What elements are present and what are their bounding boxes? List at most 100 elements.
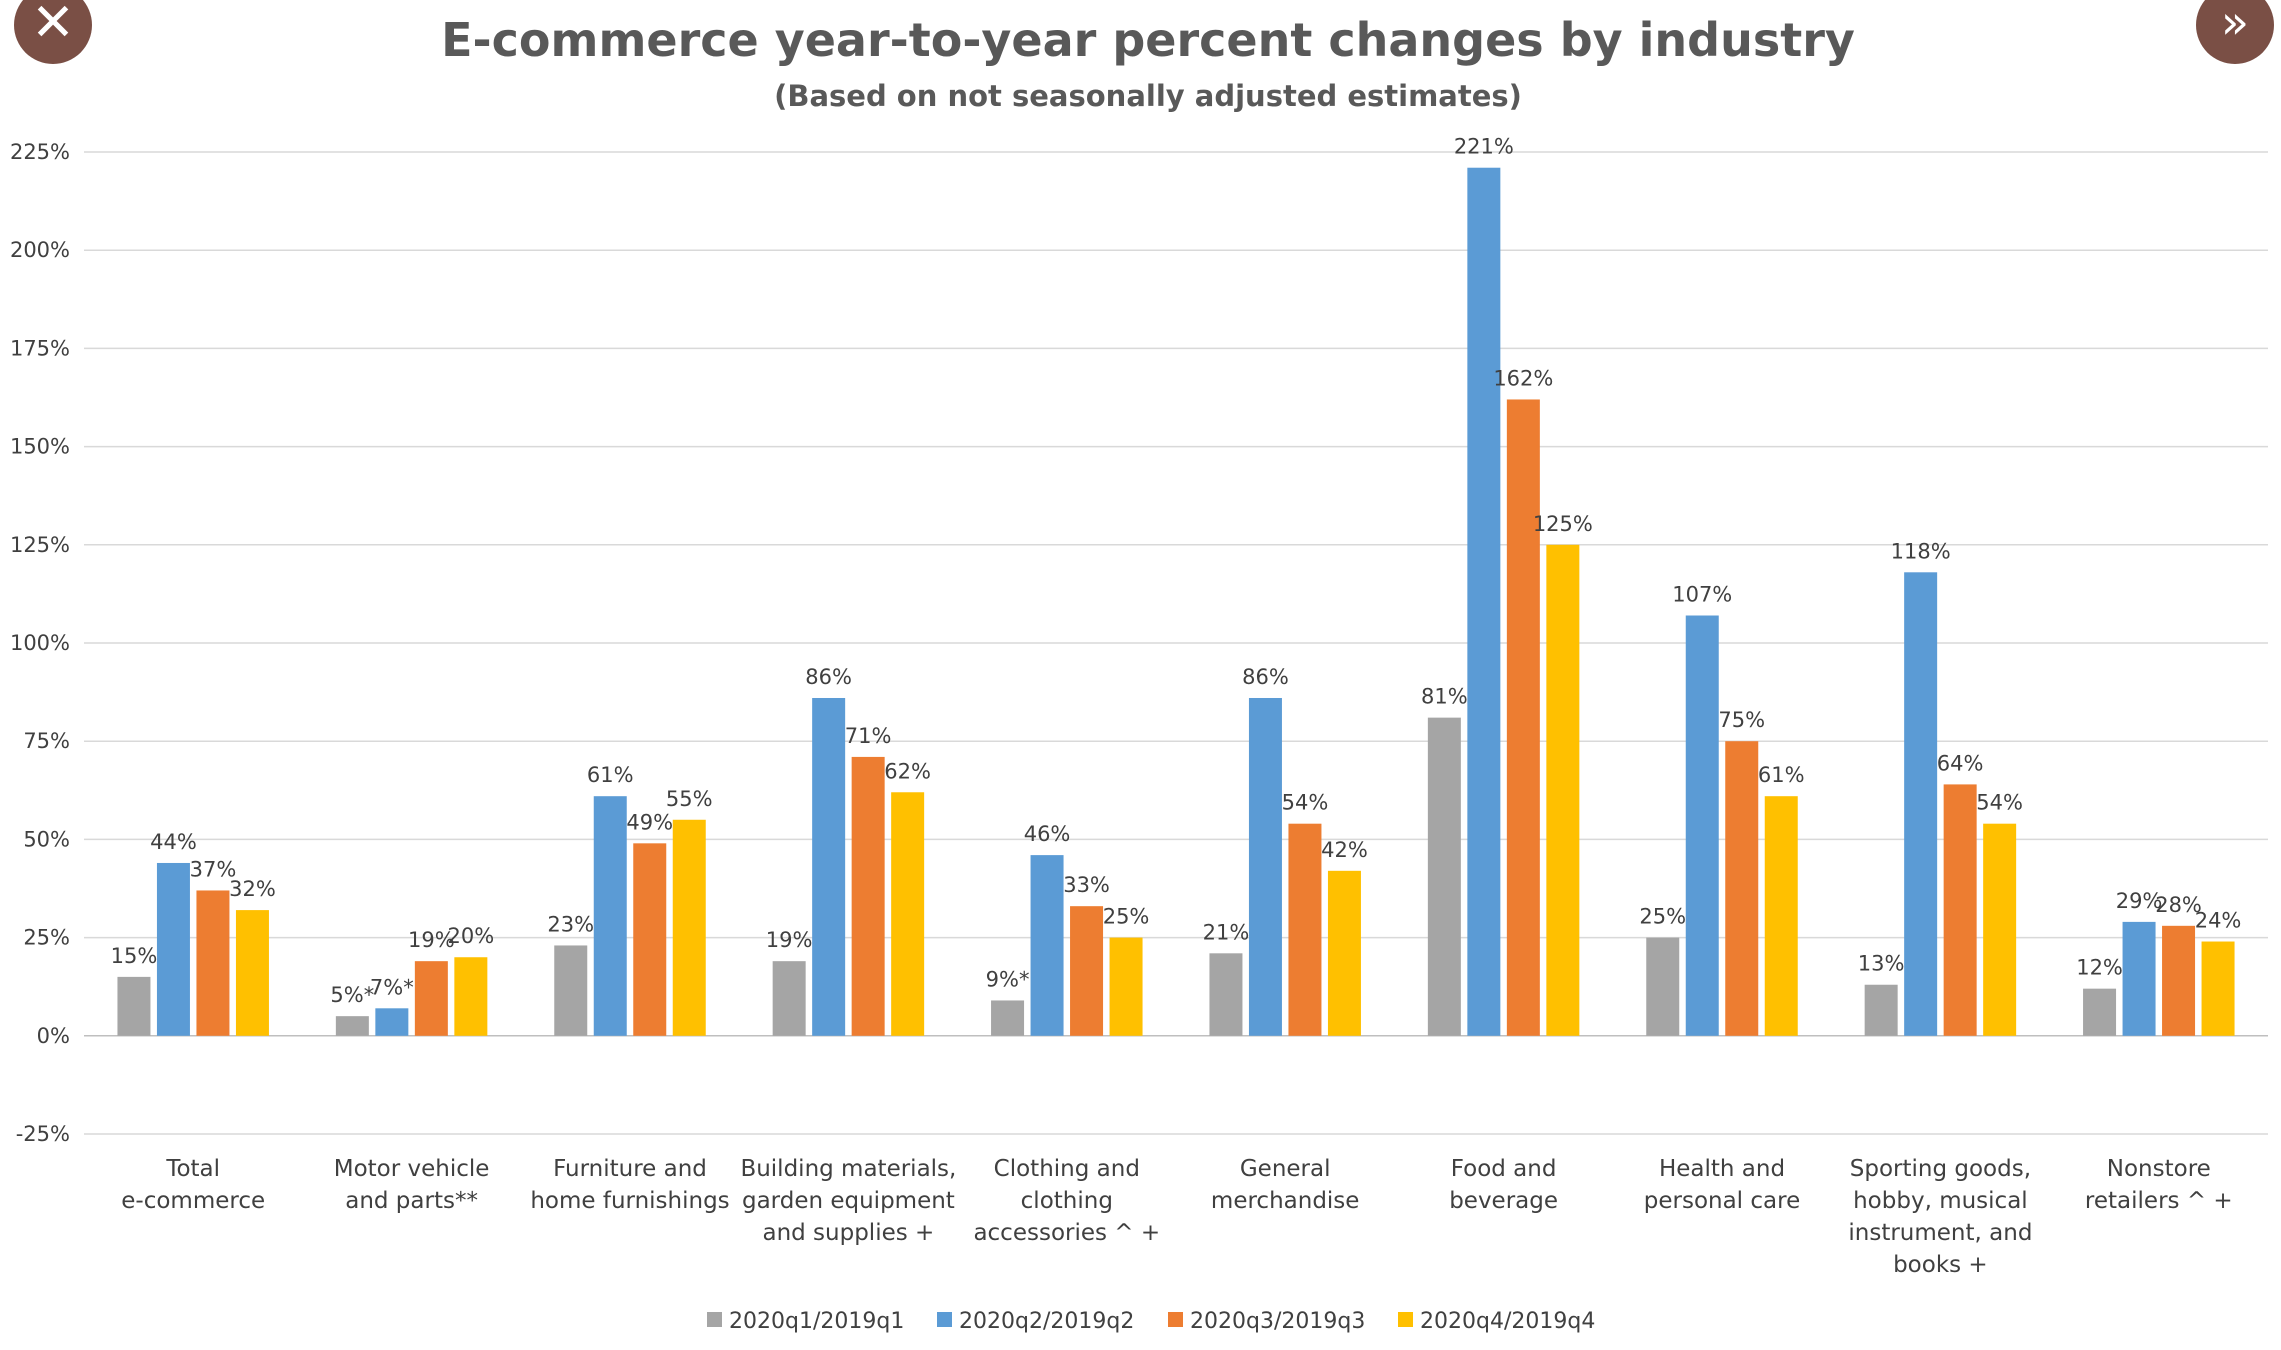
data-label: 107% [1672,583,1732,607]
bar [1983,823,2017,1036]
data-label: 33% [1063,873,1110,897]
y-tick-label: 150% [10,435,70,459]
bar [235,910,269,1036]
bar [1864,984,1898,1036]
legend-swatch [937,1312,952,1327]
bar [414,961,448,1036]
bar [672,819,706,1036]
chart-title: E-commerce year-to-year percent changes … [441,13,1855,67]
bar [156,862,190,1036]
y-tick-label: -25% [16,1122,70,1146]
y-tick-label: 125% [10,533,70,557]
data-label: 64% [1937,751,1984,775]
x-tick-label: Sporting goods, [1850,1156,2031,1182]
bar [1209,953,1243,1036]
x-tick-label: clothing [1021,1188,1113,1214]
data-label: 7%* [370,975,414,999]
bar [1506,399,1540,1036]
bar [1109,937,1143,1036]
x-tick-label: General [1240,1156,1331,1182]
data-label: 5%* [330,983,374,1007]
bar [2122,921,2156,1036]
gridlines [84,151,2268,1135]
legend-label: 2020q1/2019q1 [729,1309,904,1334]
bar [2201,941,2235,1036]
bar [117,976,151,1036]
data-label: 86% [805,665,852,689]
x-tick-label: Total [165,1156,220,1182]
x-tick-label: Nonstore [2107,1156,2211,1182]
x-tick-label: Motor vehicle [334,1156,490,1182]
bar [2083,988,2117,1036]
x-tick-label: home furnishings [530,1188,729,1214]
y-tick-label: 75% [23,729,70,753]
close-icon: ✕ [31,0,75,53]
data-label: 81% [1421,685,1468,709]
data-label: 20% [448,924,495,948]
y-tick-label: 225% [10,140,70,164]
bar [1943,784,1977,1036]
bar [851,756,885,1036]
x-tick-label: and parts** [345,1188,478,1214]
data-label: 21% [1203,920,1250,944]
x-tick-label: Furniture and [553,1156,707,1182]
x-tick-label: garden equipment [742,1188,955,1214]
bar [1685,615,1719,1036]
data-label: 42% [1321,838,1368,862]
legend-swatch [1168,1312,1183,1327]
legend-swatch [707,1312,722,1327]
legend-label: 2020q4/2019q4 [1420,1309,1595,1334]
x-tick-label: books + [1893,1252,1988,1278]
data-label: 13% [1858,952,1905,976]
data-label: 86% [1242,665,1289,689]
data-label: 49% [626,810,673,834]
bar [2162,925,2196,1036]
data-label: 75% [1718,708,1765,732]
bar [1427,717,1461,1036]
chart-subtitle: (Based on not seasonally adjusted estima… [774,79,1522,113]
bar [991,1000,1025,1036]
y-tick-label: 100% [10,631,70,655]
data-label: 44% [150,830,197,854]
bar [1288,823,1322,1036]
data-label: 32% [229,877,276,901]
data-label: 54% [1976,791,2023,815]
close-button[interactable]: ✕ [14,0,92,64]
data-label: 61% [1758,763,1805,787]
data-label: 46% [1024,822,1071,846]
data-label: 24% [2195,909,2242,933]
bar [593,796,627,1036]
data-label: 55% [666,787,713,811]
x-axis-labels: Total e-commerce Motor vehicle and parts** F… [121,1156,2232,1278]
x-tick-label: Building materials, [740,1156,956,1182]
bar [335,1016,369,1036]
bar [1467,167,1501,1036]
y-axis-ticks: 225% 200% 175% 150% 125% 100% 75% 50% 25% 0% -25% [10,140,70,1146]
bar [1030,855,1064,1036]
y-tick-label: 25% [23,926,70,950]
legend-swatch [1398,1312,1413,1327]
double-chevron-right-icon: » [2220,0,2250,49]
data-label: 23% [547,912,594,936]
data-label: 12% [2076,956,2123,980]
data-label: 19% [766,928,813,952]
x-tick-label: retailers ^ + [2085,1188,2233,1214]
x-tick-label: Health and [1659,1156,1785,1182]
bar [1327,870,1361,1036]
x-tick-label: accessories ^ + [973,1220,1160,1246]
data-label: 118% [1891,539,1951,563]
x-tick-label: merchandise [1211,1188,1360,1214]
bar [812,697,846,1036]
bar [196,890,230,1036]
bar [1725,741,1759,1036]
bar [1070,906,1104,1036]
bar [1764,796,1798,1036]
x-tick-label: hobby, musical [1853,1188,2028,1214]
data-label: 28% [2155,893,2202,917]
legend-label: 2020q2/2019q2 [959,1309,1134,1334]
legend: 2020q1/2019q1 2020q2/2019q2 2020q3/2019q3 2… [707,1309,1595,1334]
bar [1904,572,1938,1036]
x-tick-label: Food and [1451,1156,1557,1182]
next-button[interactable]: » [2196,0,2274,64]
